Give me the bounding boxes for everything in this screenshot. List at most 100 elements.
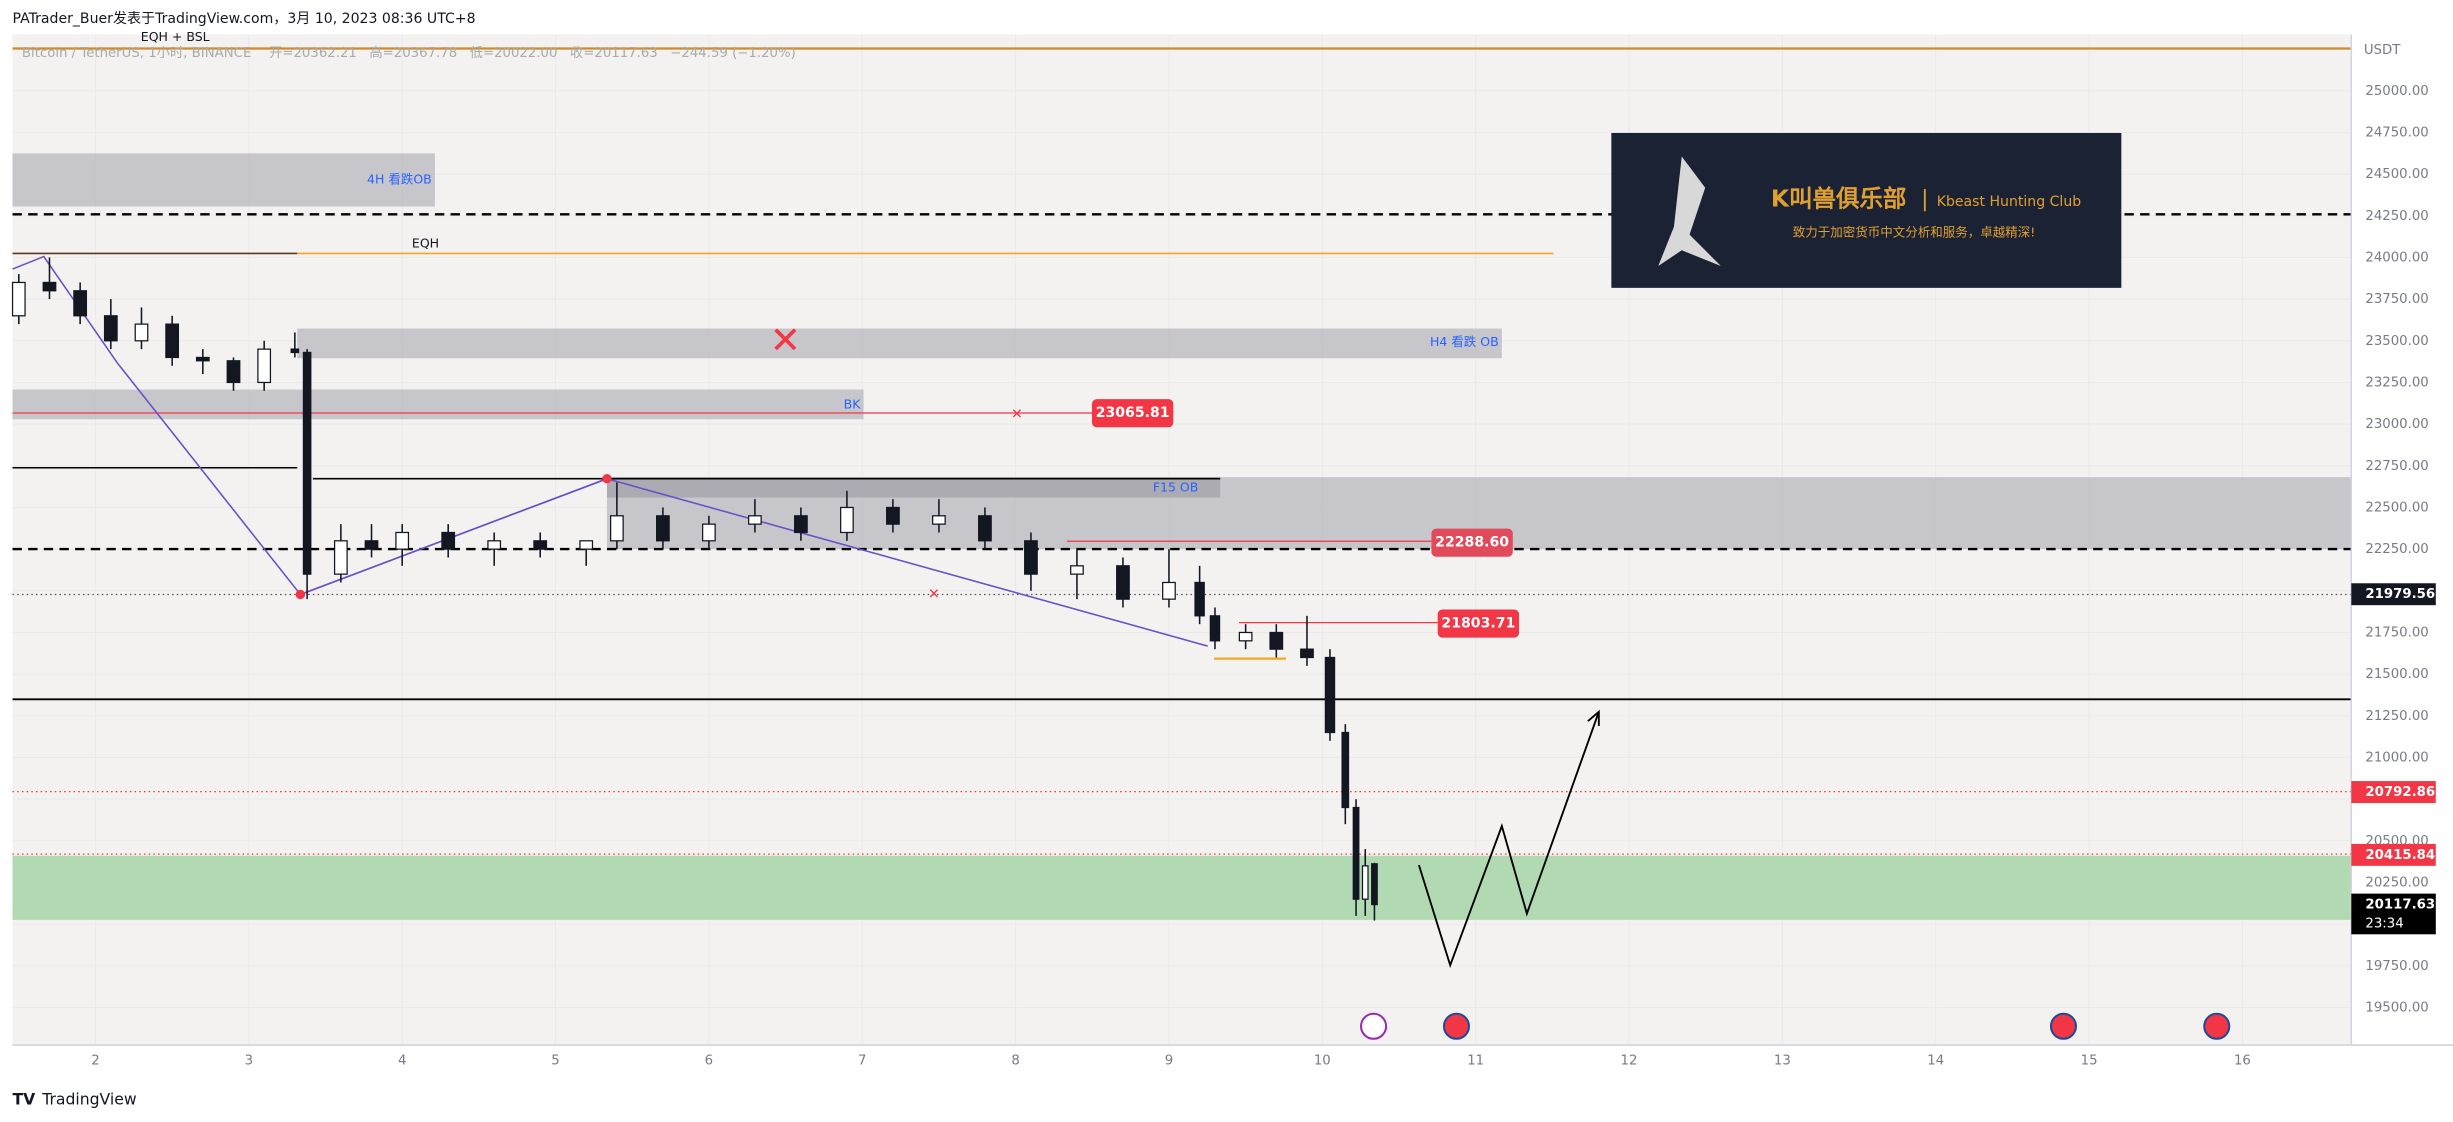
- candle-body: [364, 540, 379, 550]
- y-tick-label: 21500.00: [2365, 667, 2428, 682]
- price-tag: [1431, 528, 1513, 557]
- price-tag-label: 21803.71: [1441, 616, 1515, 632]
- candle-body: [165, 323, 180, 359]
- x-tick-label: 11: [1467, 1054, 1484, 1069]
- cross-mark: ✕: [1011, 407, 1023, 423]
- x-tick-label: 2: [91, 1054, 99, 1069]
- y-axis: [2351, 34, 2453, 1046]
- axis-price-text: 21979.56: [2365, 587, 2435, 602]
- event-icon[interactable]: [2203, 1012, 2231, 1040]
- x-tick-label: 6: [705, 1054, 713, 1069]
- candle-body: [1300, 648, 1314, 659]
- ohlc-legend: 开=20362.21 高=20367.78 低=20022.00 收=20117.63…: [269, 44, 796, 61]
- annotation: 4H 看跌OB: [367, 171, 432, 186]
- y-tick-label: 24000.00: [2365, 250, 2428, 265]
- x-tick-label: 13: [1774, 1054, 1791, 1069]
- y-tick-label: 22250.00: [2365, 542, 2428, 557]
- legend-item: 开=20362.21: [269, 46, 357, 61]
- symbol: Bitcoin / TetherUS, 1小时, BINANCE: [22, 45, 251, 61]
- zone-f15-inner: [606, 477, 1221, 498]
- x-tick-label: 7: [858, 1054, 866, 1069]
- projection-arrow: [1587, 709, 1600, 726]
- price-tag-label: 23065.81: [1096, 405, 1170, 421]
- axis-price-text: 20792.86: [2365, 785, 2435, 800]
- annotation: EQH + BSL: [141, 29, 210, 44]
- candle-body: [840, 506, 854, 534]
- y-tick-label: 21250.00: [2365, 709, 2428, 724]
- candle-body: [290, 348, 300, 354]
- x-tick-label: 14: [1927, 1054, 1944, 1069]
- candle-body: [1238, 631, 1253, 642]
- y-tick-label: 19500.00: [2365, 1001, 2428, 1016]
- price-tag: [1091, 399, 1174, 428]
- candle-body: [794, 515, 808, 534]
- y-tick-label: 23500.00: [2365, 334, 2428, 349]
- event-icon[interactable]: [1360, 1012, 1388, 1040]
- axis-price-label: [2351, 843, 2436, 866]
- annotation: BK: [844, 397, 862, 412]
- y-tick-label: 23750.00: [2365, 292, 2428, 307]
- candle-body: [609, 515, 624, 542]
- candle-body: [1209, 615, 1221, 642]
- brand-mark: TV: [13, 1089, 37, 1108]
- y-tick-label: 22750.00: [2365, 459, 2428, 474]
- swing-point: [602, 474, 612, 484]
- logo-divider: |: [1921, 187, 1928, 212]
- candle-body: [73, 290, 88, 317]
- axis-price-text: 20117.63: [2365, 898, 2435, 913]
- candle-body: [1341, 731, 1350, 809]
- cross-mark: ✕: [928, 586, 940, 602]
- candle-body: [1324, 656, 1336, 734]
- candle-body: [1361, 865, 1369, 900]
- candle-body: [579, 540, 594, 550]
- candle-body: [134, 323, 149, 342]
- logo-title: K叫兽俱乐部: [1771, 185, 1906, 213]
- brand: TradingView: [41, 1089, 137, 1108]
- candles: [11, 257, 1378, 921]
- legend-item: −244.59 (−1.20%): [670, 46, 796, 61]
- y-tick-label: 23250.00: [2365, 375, 2428, 390]
- x-tick-label: 3: [245, 1054, 253, 1069]
- candle-body: [1070, 565, 1084, 575]
- candle-body: [978, 515, 992, 542]
- countdown: 23:34: [2365, 916, 2403, 931]
- axis-price-label: [2351, 781, 2436, 803]
- currency: USDT: [2364, 43, 2401, 58]
- event-icon[interactable]: [1442, 1012, 1471, 1040]
- event-icon[interactable]: [2049, 1012, 2077, 1040]
- annotation: F15 OB: [1153, 480, 1198, 495]
- structure-line: [12, 255, 1208, 647]
- x-tick-label: 9: [1165, 1054, 1173, 1069]
- candle-body: [656, 515, 670, 542]
- y-tick-label: 21750.00: [2365, 625, 2428, 640]
- zone-4h-ob: [12, 153, 435, 207]
- candle-body: [11, 281, 26, 317]
- candle-body: [748, 515, 762, 525]
- y-tick-label: 24500.00: [2365, 167, 2428, 182]
- zone-bk: [12, 389, 864, 420]
- candle-body: [441, 531, 456, 550]
- candle-body: [1352, 806, 1360, 900]
- logo-tagline: 致力于加密货币中文分析和服务，卓越精深!: [1793, 225, 2036, 240]
- candle-body: [257, 348, 272, 384]
- x-tick-label: 15: [2081, 1054, 2098, 1069]
- annotation: H4 看跌 OB: [1430, 334, 1499, 349]
- y-tick-label: 22500.00: [2365, 500, 2428, 515]
- candle-body: [1162, 581, 1176, 600]
- candle-body: [533, 540, 548, 550]
- y-tick-label: 24750.00: [2365, 125, 2428, 140]
- legend-item: 收=20117.63: [570, 45, 658, 61]
- candle-body: [226, 360, 241, 384]
- candle-body: [886, 506, 900, 525]
- price-tag: [1437, 609, 1520, 638]
- x-tick-label: 5: [551, 1054, 559, 1069]
- y-tick-label: 23000.00: [2365, 417, 2428, 432]
- annotation: EQH: [412, 236, 439, 251]
- candle-body: [1024, 540, 1038, 575]
- price-tag-label: 22288.60: [1435, 535, 1509, 551]
- candle-body: [333, 540, 348, 575]
- legend-item: 高=20367.78: [369, 44, 457, 61]
- y-tick-label: 25000.00: [2365, 84, 2428, 99]
- axis-price-label: [2351, 583, 2436, 606]
- y-tick-label: 19750.00: [2365, 959, 2428, 974]
